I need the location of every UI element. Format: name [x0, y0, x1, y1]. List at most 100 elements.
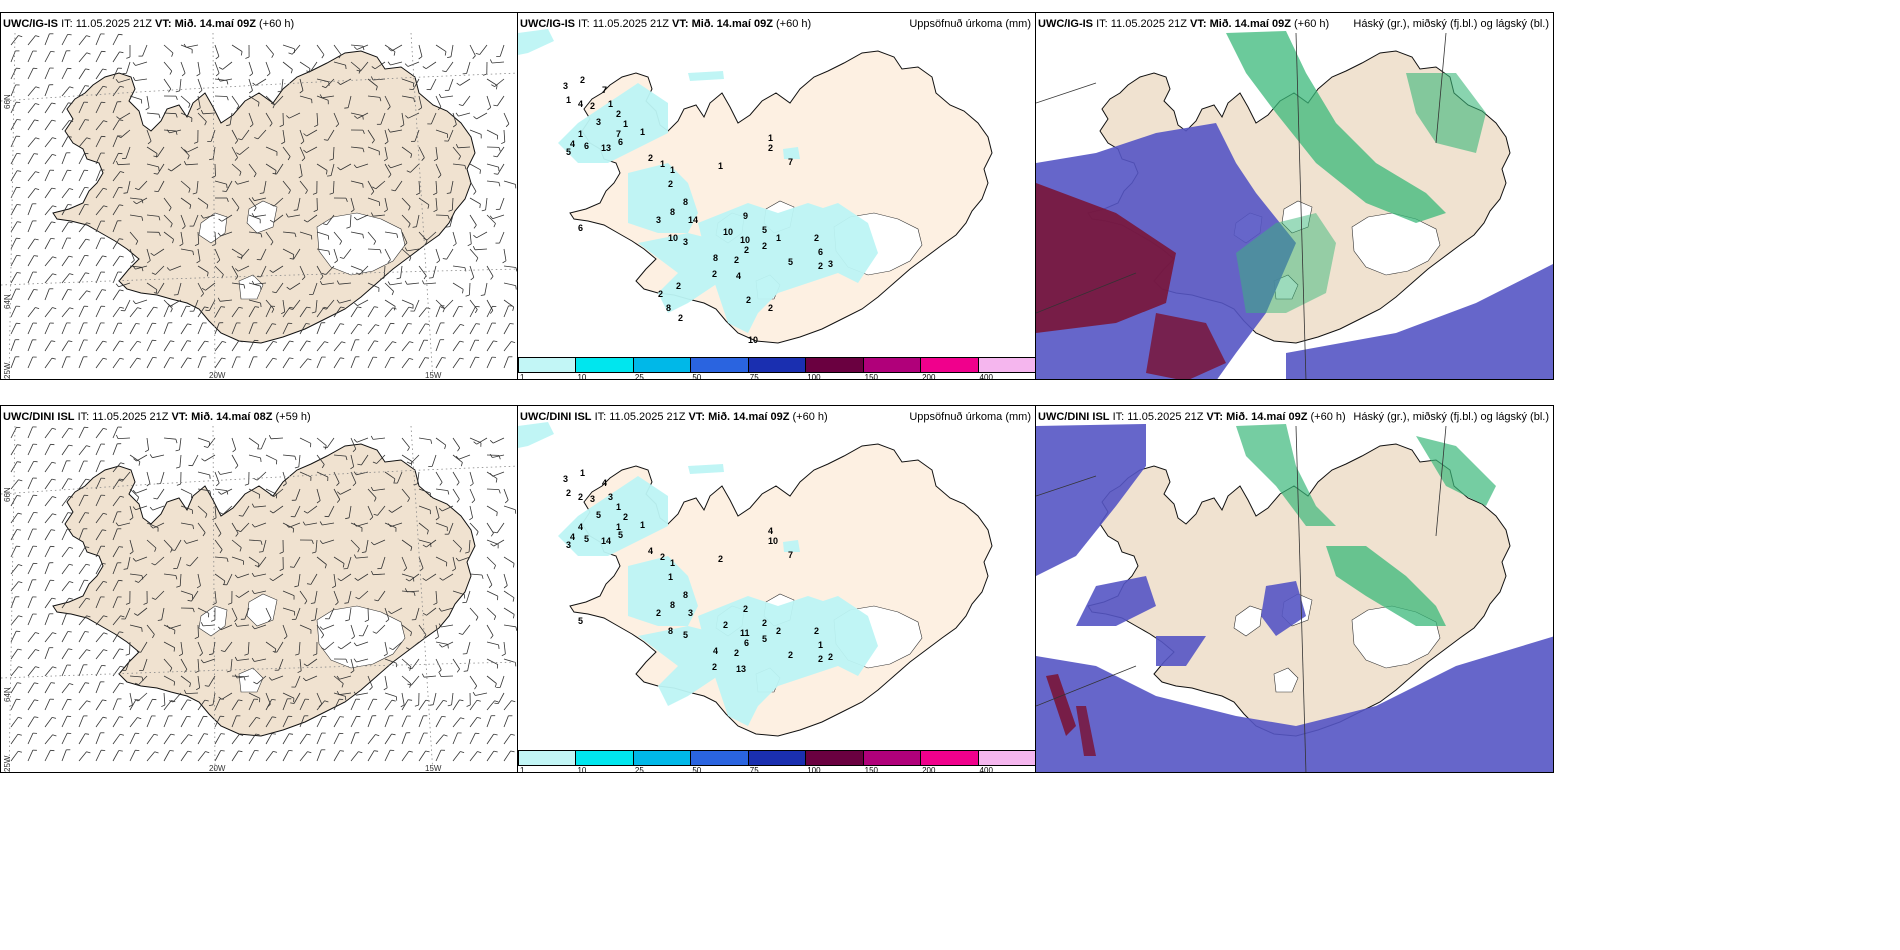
precip-amount-label: 10	[723, 227, 734, 237]
colorbar-segment	[977, 750, 1035, 766]
precip-amount-label: 5	[584, 534, 590, 544]
precip-amount-label: 3	[566, 540, 572, 550]
colorbar-tick-label: 100	[807, 373, 821, 380]
precip-amount-label: 2	[818, 654, 824, 664]
colorbar-tick-label: 75	[749, 373, 759, 380]
colorbar-segment	[920, 750, 979, 766]
precip-amount-label: 10	[768, 536, 779, 546]
colorbar-tick-label: 150	[864, 766, 879, 773]
panel-title: UWC/IG-IS IT: 11.05.2025 21Z VT: Mið. 14…	[1038, 18, 1329, 30]
colorbar-segment	[518, 750, 577, 766]
precip-amount-label: 2	[676, 281, 682, 291]
valid-time: VT: Mið. 14.maí 09Z	[155, 18, 256, 30]
precip-amount-label: 3	[656, 215, 662, 225]
precip-amount-label: 5	[762, 225, 768, 235]
model-name: UWC/DINI ISL	[1038, 411, 1110, 423]
precip-amount-label: 10	[740, 235, 751, 245]
init-time: IT: 11.05.2025 21Z	[1112, 411, 1204, 423]
precip-amount-label: 4	[648, 546, 654, 556]
precip-amount-label: 1	[608, 99, 614, 109]
precip-amount-label: 13	[601, 143, 612, 153]
panel-field-title: Uppsöfnuð úrkoma (mm)	[909, 411, 1031, 423]
precip-amount-label: 2	[656, 608, 662, 618]
colorbar-segment	[690, 750, 749, 766]
precip-amount-label: 2	[648, 153, 654, 163]
lead-time: (+59 h)	[275, 411, 311, 423]
precip-amount-label: 7	[788, 157, 794, 167]
valid-time: VT: Mið. 14.maí 09Z	[1190, 18, 1291, 30]
precip-amount-label: 1	[818, 640, 824, 650]
precip-amount-label: 2	[712, 269, 718, 279]
precip-amount-label: 3	[563, 81, 569, 91]
precip-amount-label: 8	[670, 600, 676, 610]
colorbar-tick-label: 10	[577, 766, 587, 773]
colorbar-tick-label: 25	[634, 373, 644, 380]
precip-amount-label: 2	[623, 512, 629, 522]
lead-time: (+60 h)	[792, 411, 828, 423]
wind-map-panel-row2: UWC/DINI ISL IT: 11.05.2025 21Z VT: Mið.…	[0, 405, 519, 773]
precip-amount-label: 1	[670, 165, 676, 175]
model-name: UWC/IG-IS	[1038, 18, 1093, 30]
cloud-map-panel-row1: UWC/IG-IS IT: 11.05.2025 21Z VT: Mið. 14…	[1035, 12, 1554, 380]
precip-amount-label: 1	[566, 95, 572, 105]
precip-amount-label: 4	[570, 532, 576, 542]
colorbar-segment	[805, 357, 864, 373]
precip-amount-label: 6	[618, 137, 624, 147]
init-time: IT: 11.05.2025 21Z	[77, 411, 169, 423]
colorbar-segment	[862, 750, 922, 766]
precip-amount-label: 3	[563, 474, 569, 484]
precip-amount-label: 3	[596, 117, 602, 127]
panel-title: UWC/IG-IS IT: 11.05.2025 21Z VT: Mið. 14…	[3, 18, 294, 30]
precip-amount-label: 1	[580, 468, 586, 478]
init-time: IT: 11.05.2025 21Z	[594, 411, 686, 423]
precip-amount-label: 2	[616, 109, 622, 119]
precip-amount-label: 1	[776, 233, 782, 243]
precip-amount-label: 1	[640, 127, 646, 137]
valid-time: VT: Mið. 14.maí 08Z	[171, 411, 273, 423]
wind-map	[1, 32, 518, 379]
precip-amount-label: 2	[762, 241, 768, 251]
model-name: UWC/DINI ISL	[3, 411, 75, 423]
valid-time: VT: Mið. 14.maí 09Z	[672, 18, 773, 30]
colorbar-tick-label: 100	[807, 766, 821, 773]
model-name: UWC/DINI ISL	[520, 411, 592, 423]
precip-amount-label: 8	[670, 207, 676, 217]
wind-barbs	[10, 426, 518, 762]
colorbar-segment	[575, 750, 634, 766]
precip-amount-label: 13	[736, 664, 747, 674]
precip-areas	[518, 422, 878, 726]
precip-amount-label: 2	[678, 313, 684, 323]
precip-amount-label: 5	[788, 257, 794, 267]
colorbar-segment	[747, 750, 807, 766]
precip-amount-label: 2	[712, 662, 718, 672]
grid-label-lon15: 15W	[425, 764, 442, 773]
precip-amount-label: 1	[660, 159, 666, 169]
precip-amount-label: 2	[818, 261, 824, 271]
colorbar-tick-label: 75	[749, 766, 759, 773]
precip-amount-label: 6	[818, 247, 824, 257]
precip-amount-label: 2	[578, 492, 584, 502]
precip-amount-label: 3	[688, 608, 694, 618]
lead-time: (+60 h)	[775, 18, 812, 30]
precip-amount-label: 3	[590, 494, 596, 504]
colorbar-tick-label: 200	[922, 766, 936, 773]
precip-amount-label: 4	[578, 99, 584, 109]
precip-amount-label: 2	[746, 295, 752, 305]
model-name: UWC/IG-IS	[3, 18, 58, 30]
precip-amount-label: 2	[828, 652, 834, 662]
panel-title: UWC/DINI ISL IT: 11.05.2025 21Z VT: Mið.…	[3, 411, 311, 423]
init-time: IT: 11.05.2025 21Z	[578, 18, 669, 30]
precip-amount-label: 4	[736, 271, 742, 281]
colorbar-segment	[632, 357, 692, 373]
colorbar-tick-label: 400	[979, 373, 993, 380]
precip-amount-label: 7	[602, 85, 608, 95]
grid-label-lat66: 66N	[3, 94, 12, 109]
precip-amount-label: 10	[748, 335, 759, 345]
grid-label-lon20: 20W	[209, 371, 226, 380]
precip-amount-label: 4	[570, 139, 576, 149]
precip-amount-label: 2	[744, 245, 750, 255]
init-time: IT: 11.05.2025 21Z	[1096, 18, 1187, 30]
precip-amount-label: 1	[668, 572, 674, 582]
grid-label-lon25: 25W	[3, 755, 12, 772]
colorbar-tick-label: 1	[520, 373, 525, 380]
